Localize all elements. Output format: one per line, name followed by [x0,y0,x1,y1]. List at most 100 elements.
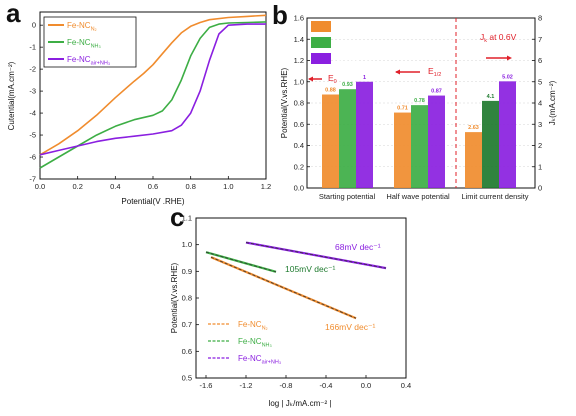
panel-b: b 0.00.20.40.60.81.01.21.41.6 012345678 … [272,0,557,201]
annotation-jk-arrowhead [507,55,512,61]
panel-a: a 0-1-2-3-4-5-6-7 0.0 0.2 0.4 0.6 0.8 1.0 1.2 … [6,0,271,206]
panel-c-ylabel: Potential(V.vs.RHE) [170,262,179,333]
legend-b-air: Fe-NCair+NH₃ [334,55,377,67]
b-bar-label: 0.71 [397,106,408,112]
b-ytick-label: 0.8 [294,99,304,108]
panel-c-legend: Fe-NCN₂ Fe-NCNH₃ Fe-NCair+NH₃ [208,320,281,366]
a-ytick-label: 0 [32,21,36,30]
b-bar [339,89,356,188]
panel-a-ylabel: Cutential(mA.cm⁻²) [7,61,16,130]
a-series-line-1 [39,21,267,169]
annotation-jk: Jk at 0.6V [480,32,517,44]
panel-a-label: a [6,0,21,28]
b-category-label: Half wave potential [386,192,450,201]
panel-c: c 0.5 0.6 0.7 0.8 0.9 1.0 1.1 -1.6 -1.2 -0.8 -0.4… [170,202,411,408]
a-xtick-label: 0.6 [148,182,158,191]
b-ytick-label: 1.2 [294,56,304,65]
b-bar-label: 0.87 [431,89,442,95]
a-xtick-label: 1.0 [223,182,233,191]
b-ytick-label: 0.4 [294,141,304,150]
a-xtick-label: 0.8 [185,182,195,191]
a-ytick-label: -2 [29,65,36,74]
annotation-e0-arrowhead [308,76,313,82]
a-ytick-label: -7 [29,175,36,184]
legend-c-air: Fe-NCair+NH₃ [238,354,281,366]
a-xtick-label: 0.2 [72,182,82,191]
b-bar [482,100,499,188]
annotation-e12-arrowhead [395,69,400,75]
c-xtick-label: 0.0 [361,381,371,390]
c-xtick-label: 0.4 [401,381,411,390]
b-bar [394,112,411,188]
c-fit-line-1 [205,251,277,273]
c-xtick-label: -1.6 [200,381,213,390]
a-ytick-label: -5 [29,131,36,140]
panel-b-annotations: E0 E1/2 Jk at 0.6V [308,32,517,85]
b-bar [322,94,339,188]
b-ytick-label: 0.0 [294,184,304,193]
panel-b-label: b [272,0,288,30]
b-ytick-label: 1.4 [294,35,304,44]
b-bar [465,132,482,188]
b-ytick-right-label: 3 [538,120,542,129]
c-ytick-label: 1.0 [182,240,192,249]
panel-a-xlabel: Potential(V .RHE) [121,197,184,206]
b-category-label: Starting potential [319,192,376,201]
b-ytick-right-label: 6 [538,56,542,65]
a-ytick-label: -6 [29,153,36,162]
b-ytick-right-label: 5 [538,77,542,86]
c-slope-label-2: 68mV dec⁻¹ [335,242,381,252]
b-bar [411,105,428,188]
b-ytick-right-label: 2 [538,141,542,150]
a-ytick-label: -1 [29,43,36,52]
b-bar-label: 4.1 [487,94,495,100]
panel-b-legend: Fe-NCN₂ Fe-NCNH₃ Fe-NCair+NH₃ [311,21,377,67]
b-bar-label: 0.93 [342,82,353,88]
b-bar-label: 0.78 [414,98,425,104]
panel-b-ylabel-right: Jₖ(mA.cm⁻²) [548,80,557,125]
a-xtick-label: 0.0 [35,182,45,191]
b-ytick-right-label: 8 [538,14,542,23]
c-ytick-label: 1.1 [182,214,192,223]
panel-a-legend: Fe-NCN₂ Fe-NCNH₃ Fe-NCair+NH₃ [43,16,137,68]
panel-c-xlabel: log | Jₖ/mA.cm⁻² | [269,399,332,408]
c-slope-label-1: 105mV dec⁻¹ [285,264,335,274]
annotation-e0: E0 [328,73,337,85]
legend-c-n2: Fe-NCN₂ [238,320,268,332]
b-bar [428,95,445,188]
legend-a-n2: Fe-NCN₂ [67,21,97,33]
legend-a-air: Fe-NCair+NH₃ [67,55,110,67]
annotation-e12: E1/2 [428,66,441,78]
legend-a-nh3: Fe-NCNH₃ [67,38,101,50]
c-xtick-label: -0.8 [280,381,293,390]
a-ytick-label: -4 [29,109,36,118]
b-ytick-label: 0.2 [294,162,304,171]
b-bar-label: 5.02 [502,74,513,80]
c-fit-line-2 [245,242,387,269]
c-ytick-label: 0.7 [182,320,192,329]
panel-b-ylabel: Potential(V.vs.RHE) [280,67,289,138]
c-xtick-label: -1.2 [240,381,253,390]
b-bar-label: 1 [363,75,366,81]
b-bar [499,81,516,188]
b-ytick-label: 0.6 [294,120,304,129]
c-ytick-label: 0.6 [182,347,192,356]
legend-b-swatch-air [311,53,331,64]
legend-c-nh3: Fe-NCNH₃ [238,337,272,349]
b-ytick-right-label: 7 [538,35,542,44]
c-ytick-label: 0.8 [182,294,192,303]
a-series-line-2 [39,23,266,156]
c-ytick-label: 0.9 [182,267,192,276]
c-fit-line-0 [210,256,357,319]
c-ytick-label: 0.5 [182,374,192,383]
b-ytick-right-label: 4 [538,99,542,108]
panel-c-label: c [170,202,184,232]
a-xtick-label: 1.2 [261,182,271,191]
b-bar [356,81,373,188]
legend-b-swatch-nh3 [311,37,331,48]
b-ytick-label: 1.0 [294,77,304,86]
b-ytick-label: 1.6 [294,14,304,23]
a-series-line-0 [39,14,267,156]
a-xtick-label: 0.4 [110,182,120,191]
